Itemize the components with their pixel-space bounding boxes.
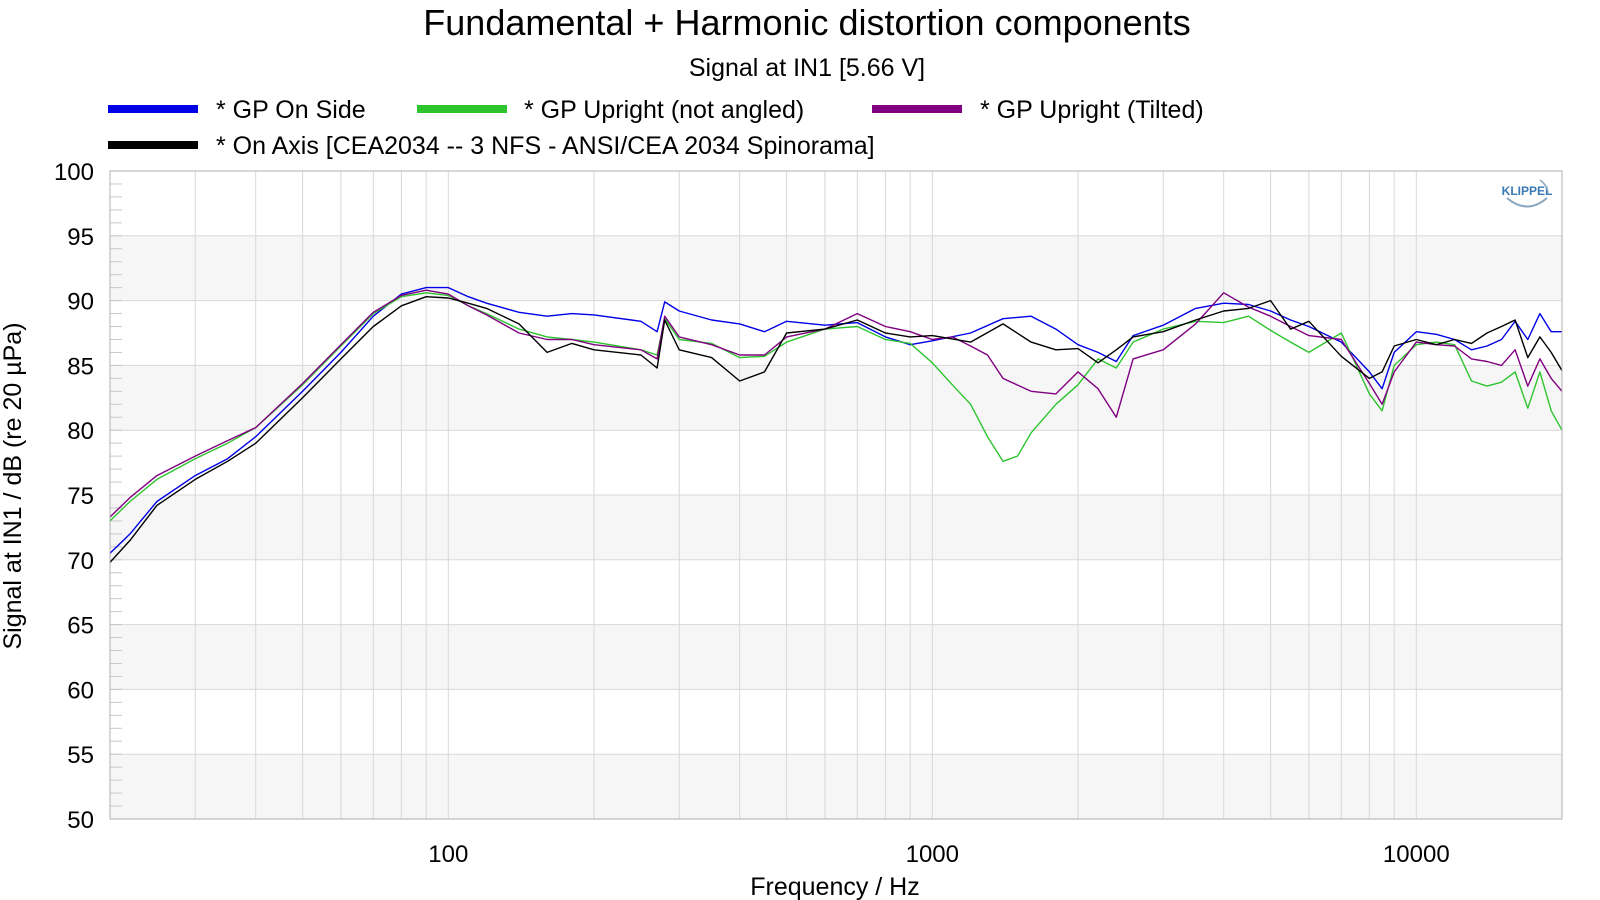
legend-label-3: * GP Upright (Tilted) xyxy=(980,96,1204,124)
y-axis-label: Signal at IN1 / dB (re 20 µPa) xyxy=(0,322,27,649)
plot-band xyxy=(110,495,1562,560)
series-line-4 xyxy=(109,296,1563,563)
plot-band xyxy=(110,754,1562,819)
x-tick-label: 10000 xyxy=(1383,841,1450,868)
y-tick-label: 60 xyxy=(67,677,94,704)
y-tick-label: 55 xyxy=(67,742,94,769)
plot-background xyxy=(110,171,1562,819)
legend-label-4: * On Axis [CEA2034 -- 3 NFS - ANSI/CEA 2… xyxy=(216,132,875,160)
plot-band xyxy=(110,171,1562,236)
y-tick-label: 85 xyxy=(67,353,94,380)
plot-band xyxy=(110,430,1562,495)
series-line-2 xyxy=(109,292,1563,522)
plot-band xyxy=(110,559,1562,625)
y-tick-label: 90 xyxy=(67,289,94,316)
x-axis-label: Frequency / Hz xyxy=(750,873,920,900)
y-tick-label: 70 xyxy=(67,548,94,575)
plot-band xyxy=(110,365,1562,431)
plot-frame xyxy=(109,170,1563,820)
plot-band xyxy=(110,624,1562,690)
plot-band xyxy=(110,235,1562,301)
y-tick-label: 95 xyxy=(67,224,94,251)
y-tick-label: 50 xyxy=(67,807,94,834)
x-tick-label: 1000 xyxy=(906,841,959,868)
legend-label-1: * GP On Side xyxy=(216,96,366,124)
series-line-1 xyxy=(109,286,1562,554)
plot-band xyxy=(110,300,1562,366)
y-tick-label: 100 xyxy=(54,159,94,186)
chart-subtitle: Signal at IN1 [5.66 V] xyxy=(689,54,925,82)
klippel-logo: KLIPPEL xyxy=(1502,179,1553,208)
series-line-3 xyxy=(109,289,1563,518)
x-axis-ticks: 100 1000 10000 xyxy=(428,841,1449,868)
y-tick-label: 65 xyxy=(67,613,94,640)
plot-band xyxy=(110,689,1562,755)
legend-label-2: * GP Upright (not angled) xyxy=(524,96,804,124)
y-tick-label: 75 xyxy=(67,483,94,510)
series-layer xyxy=(109,286,1563,563)
chart-legend: * GP On Side * GP Upright (not angled) * G… xyxy=(108,96,1204,160)
klippel-logo-text: KLIPPEL xyxy=(1502,184,1553,198)
x-tick-label: 100 xyxy=(428,841,468,868)
y-tick-label: 80 xyxy=(67,418,94,445)
chart-title: Fundamental + Harmonic distortion compon… xyxy=(423,2,1190,43)
y-axis-ticks: 50 55 60 65 70 75 80 85 90 95 100 xyxy=(54,159,94,834)
